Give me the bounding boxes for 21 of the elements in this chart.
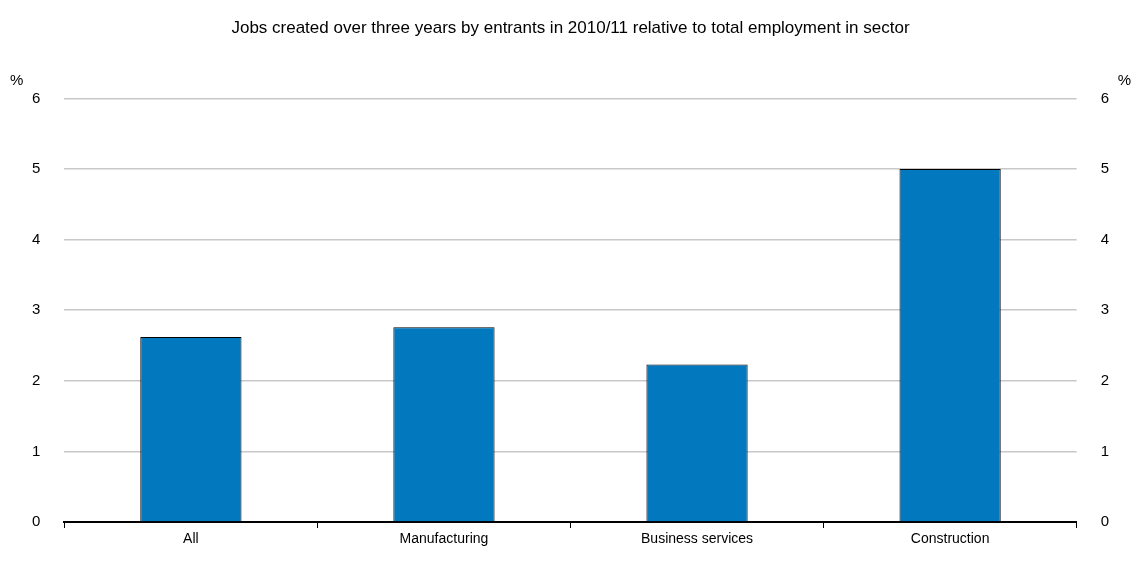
y2-tick-label: 2: [1100, 370, 1109, 388]
y-tick-label: 2: [32, 370, 41, 388]
x-tick-label: Business services: [641, 530, 754, 547]
y2-tick-label: 1: [1100, 441, 1109, 459]
y2-tick-label: 0: [1100, 512, 1109, 530]
y2-tick-label: 5: [1100, 159, 1109, 177]
y2-tick-label: 3: [1100, 300, 1109, 318]
y-tick-label: 6: [32, 88, 41, 106]
x-tick-label: Manufacturing: [399, 530, 489, 547]
y-tick-label: 1: [32, 441, 41, 459]
x-tick-label: Construction: [910, 530, 990, 547]
y-tick-label: 4: [32, 229, 41, 247]
y-tick-label: 0: [32, 512, 41, 530]
y2-tick-label: 6: [1100, 88, 1109, 106]
y2-axis-title: %: [1117, 71, 1131, 89]
y-tick-label: 3: [32, 300, 41, 318]
y-tick-label: 5: [32, 159, 41, 177]
chart-title: Jobs created over three years by entrants in 2010/11 relative to total employment in sector: [231, 17, 910, 37]
x-tick-label: All: [183, 530, 199, 547]
y-axis-title: %: [10, 71, 24, 89]
y2-tick-label: 4: [1100, 229, 1109, 247]
